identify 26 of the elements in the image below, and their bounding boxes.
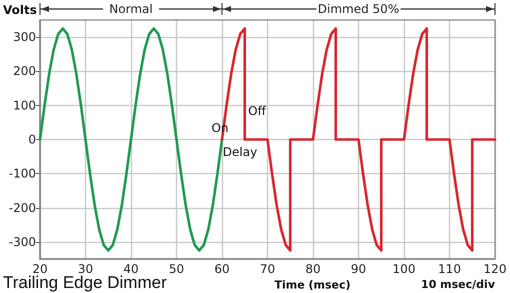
text: Trailing Edge Dimmer [3, 273, 168, 292]
x-axis-title: Time (msec) [274, 278, 351, 292]
annotation: Off [248, 104, 267, 118]
y-tick-label: 0 [28, 132, 36, 146]
y-tick-label: -100 [8, 166, 36, 181]
y-tick-label: 300 [13, 30, 36, 44]
x-tick-label: 70 [260, 262, 276, 276]
text: Normal [109, 2, 153, 16]
x-tick-label: 110 [438, 262, 461, 276]
x-tick-label: 100 [392, 262, 416, 276]
x-tick-label: 30 [78, 262, 94, 276]
y-axis-title: Volts [3, 3, 37, 17]
x-tick-label: 80 [305, 262, 321, 276]
y-tick-label: -300 [8, 234, 36, 249]
y-tick-label: 100 [13, 98, 36, 112]
x-tick-label: 20 [32, 262, 48, 276]
text: 10 msec/div [421, 278, 496, 291]
annotation: Delay [222, 145, 258, 159]
x-tick-label: 40 [123, 262, 139, 276]
text: Dimmed 50% [318, 2, 400, 16]
x-tick-label: 60 [214, 262, 230, 276]
x-tick-label: 90 [350, 262, 366, 276]
x-tick-label: 50 [168, 262, 184, 276]
x-tick-label: 120 [484, 262, 506, 276]
y-tick-label: 200 [13, 64, 36, 78]
y-tick-label: -200 [8, 200, 36, 215]
